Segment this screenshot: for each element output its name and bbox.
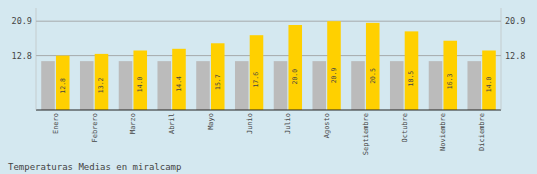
bar: [351, 61, 365, 110]
x-tick-label: Octubre: [401, 113, 409, 143]
bar: [235, 61, 249, 110]
y-tick-label: 20.9: [12, 16, 32, 26]
grid: [36, 21, 501, 55]
bar: [405, 31, 419, 110]
x-tick-label: Enero: [52, 113, 60, 134]
bar: [119, 61, 133, 110]
bar: [327, 21, 341, 110]
data-label: 14.4: [175, 76, 183, 92]
data-label: 17.6: [252, 72, 260, 88]
x-tick-label: Mayo: [207, 113, 215, 130]
y2-tick-label: 12.8: [505, 51, 525, 61]
chart-container: 12.8 13.2 14.0 14.4 15.7 17.6 20.0 20.9 20.5 18.5…: [0, 0, 537, 174]
axes: 12.8 20.9 12.8 20.9 Enero Febrero Marzo Abril Ma…: [12, 8, 526, 155]
grid-line: [36, 21, 501, 22]
x-axis-line: [36, 110, 501, 111]
x-tick-label: Noviembre: [439, 113, 447, 151]
data-label: 12.8: [59, 78, 67, 94]
x-tick-label: Julio: [284, 113, 292, 134]
data-labels: 12.8 13.2 14.0 14.4 15.7 17.6 20.0 20.9 20.5 18.5…: [59, 68, 493, 94]
bar: [312, 61, 326, 110]
x-tick-label: Abril: [168, 113, 176, 134]
x-tick-label: Junio: [246, 113, 254, 134]
bar: [443, 41, 457, 110]
bar: [429, 61, 443, 110]
bar: [157, 61, 171, 110]
x-tick-label: Septiembre: [362, 113, 370, 155]
bar: [274, 61, 288, 110]
data-label: 14.0: [485, 76, 493, 92]
x-tick-label: Febrero: [91, 113, 99, 143]
bar: [133, 51, 147, 111]
bar: [196, 61, 210, 110]
data-label: 20.5: [369, 68, 377, 84]
bar: [41, 61, 55, 110]
bar: [80, 61, 94, 110]
bar: [95, 54, 109, 110]
data-label: 20.9: [330, 68, 338, 84]
y-tick-label: 12.8: [12, 51, 32, 61]
data-label: 13.2: [97, 77, 105, 93]
data-label: 20.0: [291, 69, 299, 85]
x-tick-label: Diciembre: [478, 113, 486, 151]
x-tick-label: Agosto: [323, 113, 331, 138]
bars: [41, 21, 496, 110]
bar: [366, 23, 380, 110]
bar: [250, 35, 264, 110]
data-label: 16.3: [446, 73, 454, 89]
x-tick-label: Marzo: [129, 113, 137, 134]
page: {"chart_data": {"type": "bar", "title": …: [0, 0, 537, 174]
data-label: 18.5: [407, 71, 415, 87]
bar: [467, 61, 481, 110]
bar: [56, 56, 70, 110]
data-label: 14.0: [136, 76, 144, 92]
bar: [211, 43, 225, 110]
background: [0, 0, 537, 174]
bar: [172, 49, 186, 110]
data-label: 15.7: [214, 74, 222, 90]
y2-axis-line: [501, 8, 502, 110]
bar: [482, 51, 496, 111]
y-axis-line: [36, 8, 37, 110]
chart-svg: 12.8 13.2 14.0 14.4 15.7 17.6 20.0 20.9 20.5 18.5…: [0, 0, 537, 174]
bar: [390, 61, 404, 110]
y2-tick-label: 20.9: [505, 16, 525, 26]
bar: [288, 25, 302, 110]
title: Temperaturas Medias en miralcamp: [8, 162, 181, 172]
